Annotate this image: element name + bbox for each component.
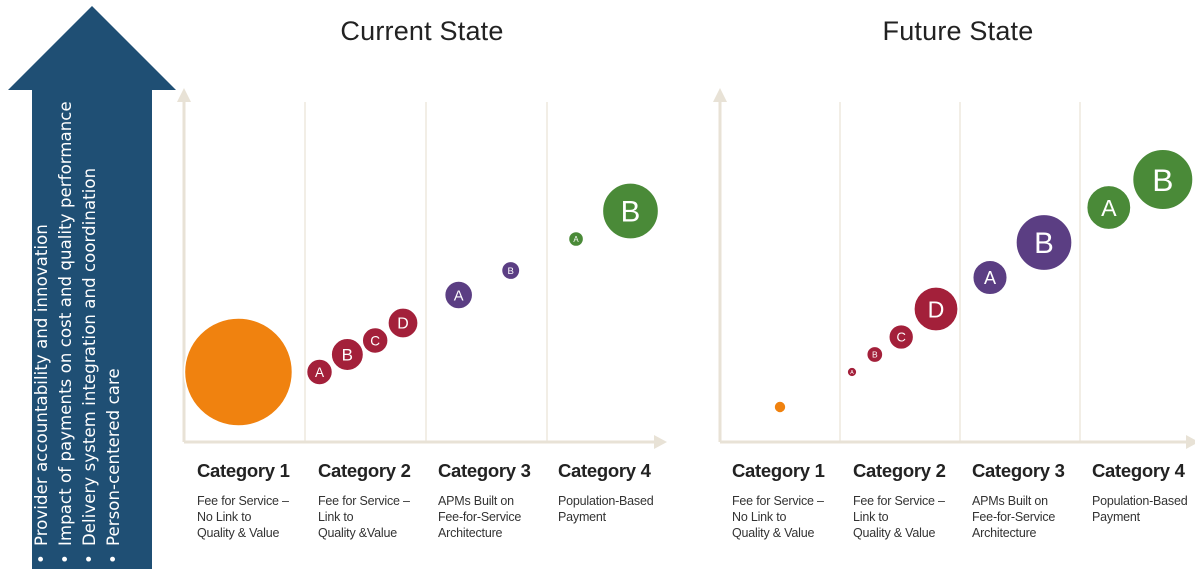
future-category-1: Category 1 Fee for Service – No Link to … bbox=[732, 460, 852, 541]
future-bubble-category-1 bbox=[773, 400, 787, 414]
category-name: Category 3 bbox=[972, 460, 1065, 481]
future-bubble-label: B bbox=[1034, 227, 1054, 260]
current-bubble-category-3-a bbox=[443, 280, 474, 310]
current-x-axis-arrowhead bbox=[654, 435, 667, 449]
category-description: Fee for Service – No Link to Quality & V… bbox=[732, 494, 824, 540]
category-name: Category 2 bbox=[318, 460, 411, 481]
future-bubble-label: A bbox=[1101, 195, 1117, 221]
future-bubble-label: A bbox=[984, 268, 997, 288]
category-name: Category 2 bbox=[853, 460, 946, 481]
category-description: Fee for Service – Link to Quality &Value bbox=[318, 494, 410, 540]
current-bubble-label: A bbox=[315, 365, 325, 380]
category-name: Category 3 bbox=[438, 460, 531, 481]
future-bubble-category-2-a bbox=[846, 366, 858, 378]
category-description: APMs Built on Fee-for-Service Architectu… bbox=[972, 494, 1056, 540]
future-bubble-category-2-b bbox=[865, 345, 884, 364]
arrow-body bbox=[8, 6, 176, 569]
future-bubble-label: A bbox=[850, 370, 854, 376]
current-bubble-category-4-a bbox=[567, 230, 585, 248]
future-bubble-category-4-b bbox=[1131, 148, 1194, 211]
future-bubble-category-2-d bbox=[913, 286, 959, 332]
current-bubble-category-3-b bbox=[500, 260, 521, 281]
current-bubble-category-2-c bbox=[361, 326, 389, 355]
current-bubble-label: C bbox=[370, 333, 380, 348]
category-name: Category 4 bbox=[558, 460, 651, 481]
category-name: Category 1 bbox=[197, 460, 290, 481]
current-category-3: Category 3 APMs Built on Fee-for-Service… bbox=[438, 460, 558, 541]
future-bubble-label: B bbox=[872, 350, 878, 360]
future-bubble-label: B bbox=[1152, 162, 1173, 198]
future-state-title: Future State bbox=[882, 16, 1034, 46]
future-category-3: Category 3 APMs Built on Fee-for-Service… bbox=[972, 460, 1092, 541]
category-name: Category 4 bbox=[1092, 460, 1185, 481]
future-y-axis-arrowhead bbox=[713, 88, 727, 102]
current-bubble-label: A bbox=[454, 288, 464, 304]
current-category-4: Category 4 Population-Based Payment bbox=[558, 460, 678, 525]
future-bubble-category-3-a bbox=[971, 259, 1009, 296]
current-bubble-category-4-b bbox=[601, 182, 660, 240]
future-x-axis-arrowhead bbox=[1186, 435, 1195, 449]
future-category-4: Category 4 Population-Based Payment bbox=[1092, 460, 1195, 525]
current-category-1: Category 1 Fee for Service – No Link to … bbox=[197, 460, 317, 541]
category-description: Fee for Service – No Link to Quality & V… bbox=[197, 494, 289, 540]
arrow-shape bbox=[8, 6, 176, 569]
future-bubble-category-3-b bbox=[1015, 213, 1073, 272]
current-category-2: Category 2 Fee for Service – Link to Qua… bbox=[318, 460, 438, 541]
current-bubble-label: A bbox=[573, 235, 579, 244]
priority-arrow: • Provider accountability and innovation … bbox=[0, 0, 185, 571]
current-bubble-category-2-b bbox=[330, 337, 365, 372]
current-y-axis-arrowhead bbox=[177, 88, 191, 102]
current-state-title: Current State bbox=[340, 16, 504, 46]
current-bubble-label: B bbox=[507, 266, 513, 277]
future-bubble-category-2-c bbox=[888, 323, 915, 351]
category-name: Category 1 bbox=[732, 460, 825, 481]
current-bubble-label: B bbox=[621, 196, 641, 229]
category-description: Fee for Service – Link to Quality & Valu… bbox=[853, 494, 945, 540]
current-bubble-category-2-a bbox=[305, 358, 334, 386]
current-bubble-category-2-d bbox=[387, 307, 419, 339]
category-description: APMs Built on Fee-for-Service Architectu… bbox=[438, 494, 522, 540]
current-bubble-label: B bbox=[342, 346, 353, 365]
future-category-2: Category 2 Fee for Service – Link to Qua… bbox=[853, 460, 973, 541]
future-bubble-category-4-a bbox=[1085, 184, 1132, 231]
current-bubble-label: D bbox=[397, 316, 408, 333]
category-description: Population-Based Payment bbox=[558, 494, 654, 524]
current-bubble-category-1 bbox=[183, 317, 294, 427]
category-description: Population-Based Payment bbox=[1092, 494, 1188, 524]
future-bubble-label: D bbox=[928, 296, 945, 322]
future-bubble-label: C bbox=[897, 330, 906, 345]
